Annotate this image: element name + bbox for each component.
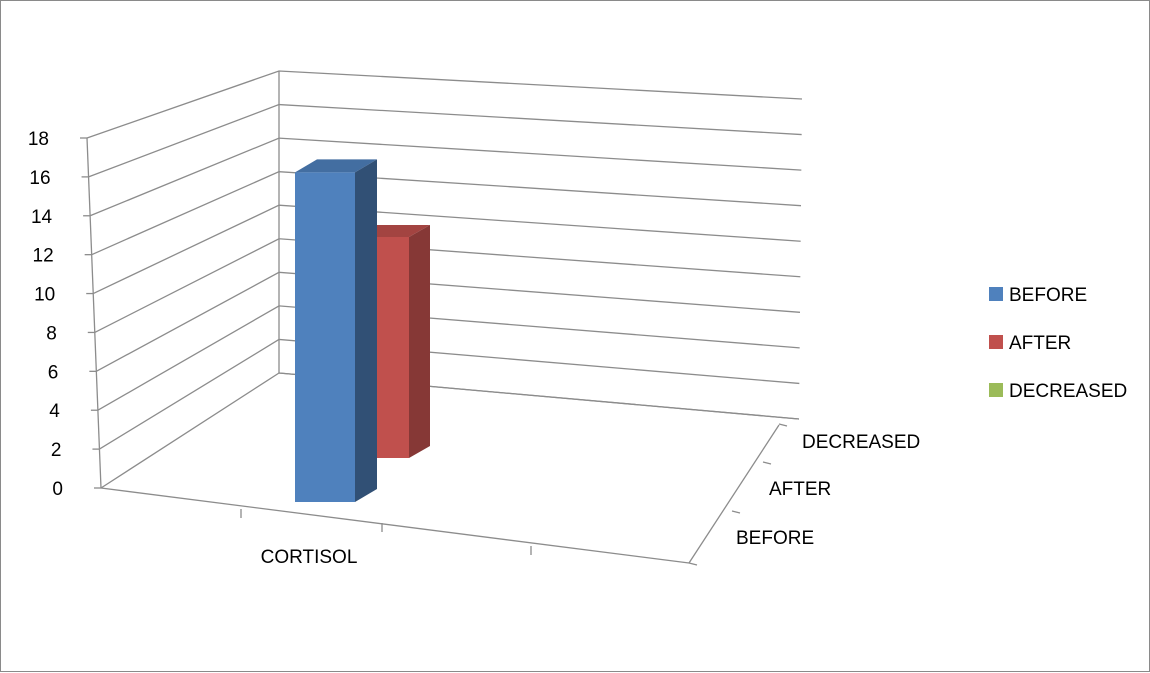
y-tick-label: 14	[31, 207, 53, 228]
bar-before-top	[295, 159, 377, 173]
gridline	[100, 372, 800, 489]
legend-swatch	[989, 383, 1003, 397]
legend-label: AFTER	[1009, 333, 1071, 354]
bar-before	[295, 172, 355, 502]
gridline	[89, 137, 802, 217]
depth-axis-line	[688, 424, 780, 564]
depth-axis-label: AFTER	[769, 479, 831, 500]
legend: BEFORE AFTER DECREASED	[989, 285, 1127, 402]
gridline	[97, 305, 800, 411]
gridline	[99, 338, 800, 450]
x-category-label: CORTISOL	[261, 547, 358, 568]
y-tick-label: 6	[48, 362, 59, 383]
axes	[80, 71, 800, 566]
y-tick-label: 2	[51, 440, 62, 461]
gridline	[91, 171, 802, 256]
legend-swatch	[989, 287, 1003, 301]
y-tick-label: 12	[33, 246, 54, 267]
legend-swatch	[989, 335, 1003, 349]
depth-tick-mark	[778, 423, 788, 427]
gridline	[92, 204, 801, 295]
legend-label: DECREASED	[1009, 381, 1127, 402]
bars	[295, 159, 430, 502]
legend-label: BEFORE	[1009, 285, 1087, 306]
gridlines	[86, 70, 803, 489]
depth-axis-label: BEFORE	[736, 528, 814, 549]
y-tick-label: 0	[52, 479, 63, 500]
y-tick-label: 16	[29, 168, 50, 189]
depth-tick-mark	[762, 461, 772, 465]
depth-tick-mark	[688, 562, 698, 566]
y-tick-label: 18	[28, 129, 49, 150]
y-tick-label: 4	[49, 401, 60, 422]
gridline	[96, 271, 801, 372]
x-axis-line	[100, 487, 690, 564]
bar-before-side	[355, 159, 377, 502]
bar-after-side	[409, 225, 430, 458]
y-tick-label: 8	[46, 323, 57, 344]
y-axis-line	[86, 137, 102, 489]
gridline	[88, 103, 802, 178]
tick-labels: 0 2 4 6 8 10 12 14 16 18 CORTISOL BEFORE AFTER DECREA…	[28, 129, 920, 568]
y-tick-label: 10	[34, 285, 55, 306]
depth-axis-label: DECREASED	[802, 432, 920, 453]
depth-tick-mark	[731, 510, 741, 514]
